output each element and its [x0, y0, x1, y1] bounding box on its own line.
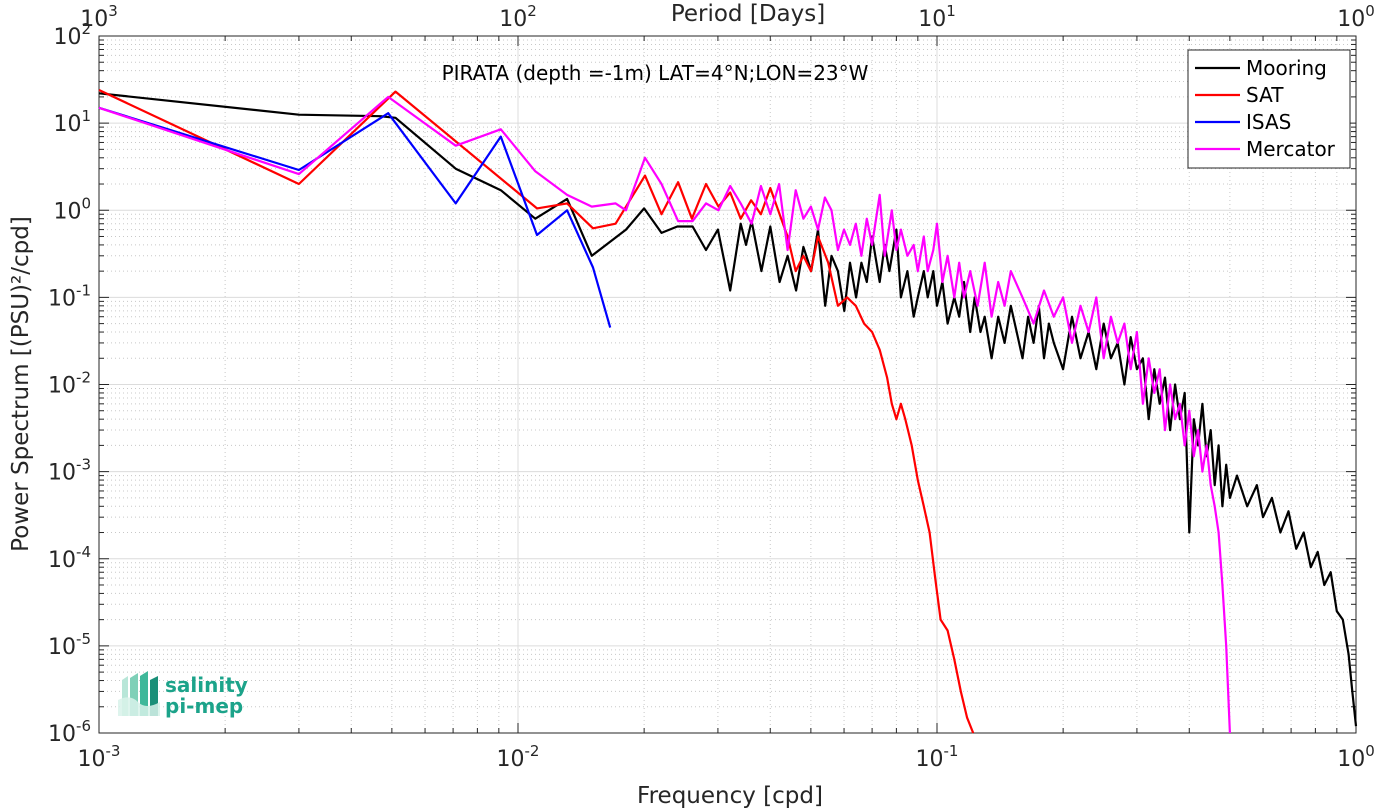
logo-stripe-3 — [140, 671, 148, 716]
x-axis-label: Frequency [cpd] — [637, 783, 823, 809]
y-tick-label: 10-4 — [48, 543, 91, 573]
top-tick-label: 102 — [499, 2, 537, 32]
y-tick-label: 10-2 — [48, 369, 91, 399]
y-tick-label: 101 — [53, 107, 91, 137]
y-tick-label: 10-1 — [48, 281, 91, 311]
top-tick-label: 103 — [80, 2, 118, 32]
y-tick-label: 102 — [53, 20, 91, 50]
legend-label-isas: ISAS — [1246, 110, 1291, 134]
chart-title: PIRATA (depth =-1m) LAT=4°N;LON=23°W — [442, 61, 869, 85]
x-tick-label: 10-3 — [78, 742, 121, 772]
logo-line1: salinity — [165, 673, 248, 697]
top-tick-label: 101 — [918, 2, 956, 32]
x-tick-label: 10-1 — [916, 742, 959, 772]
legend-label-mooring: Mooring — [1246, 56, 1327, 80]
y-axis-label: Power Spectrum [(PSU)²/cpd] — [8, 216, 34, 552]
y-tick-label: 10-5 — [48, 630, 91, 660]
top-tick-label: 100 — [1337, 2, 1375, 32]
series-line-mercator — [98, 95, 1231, 734]
salinity-pi-mep-logo: salinity pi-mep — [118, 671, 248, 718]
logo-line2: pi-mep — [165, 694, 243, 718]
legend-label-mercator: Mercator — [1246, 137, 1336, 161]
legend: Mooring SAT ISAS Mercator — [1187, 49, 1351, 169]
legend-label-sat: SAT — [1246, 83, 1284, 107]
series-line-isas — [98, 106, 612, 328]
x-tick-label: 100 — [1337, 742, 1375, 772]
logo-wave — [118, 697, 160, 716]
y-tick-label: 10-3 — [48, 456, 91, 486]
y-tick-label: 100 — [53, 194, 91, 224]
series-line-mooring — [98, 92, 1358, 727]
series-line-sat — [98, 89, 975, 734]
series-lines — [98, 89, 1358, 734]
top-axis-label: Period [Days] — [671, 1, 825, 27]
y-tick-label: 10-6 — [48, 717, 91, 747]
x-tick-label: 10-2 — [497, 742, 540, 772]
